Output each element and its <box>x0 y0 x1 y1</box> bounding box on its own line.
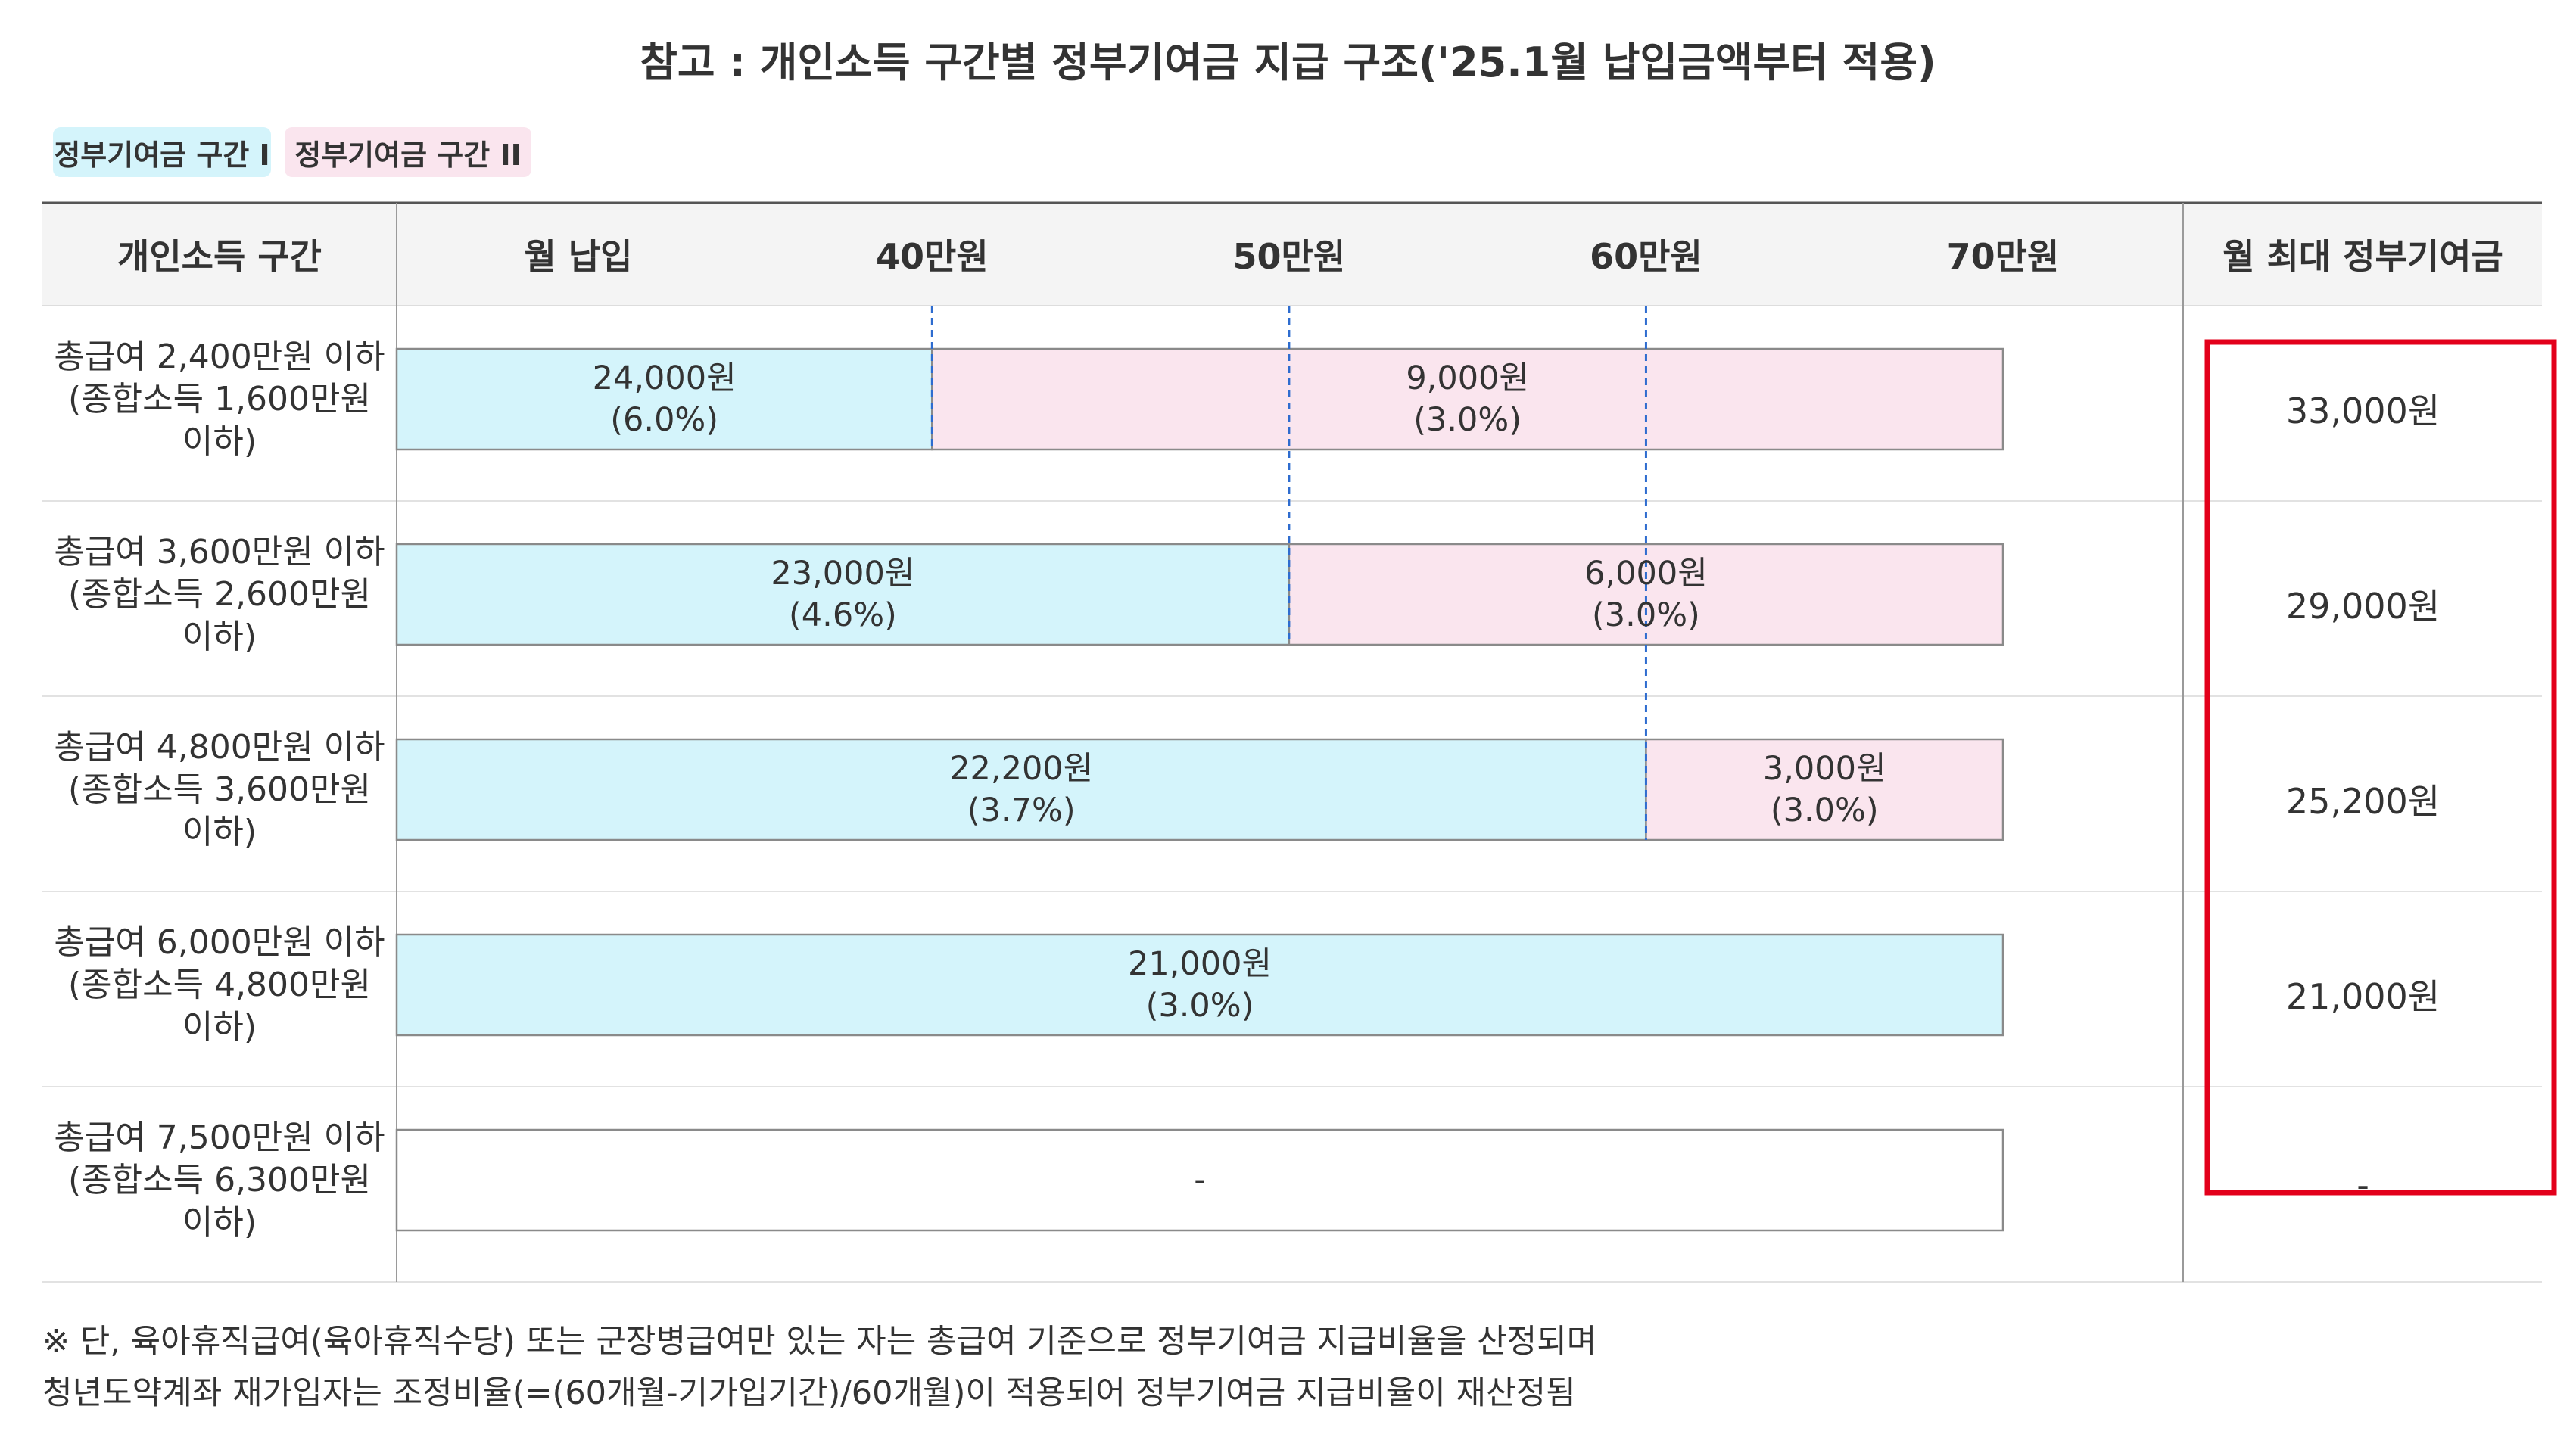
row-max-contribution: 21,000원 <box>2285 976 2441 1017</box>
bar-value-label: 23,000원 (4.6%) <box>397 553 1289 636</box>
bar-segment <box>1645 738 2004 841</box>
income-line: (종합소득 6,300만원 <box>68 1161 371 1199</box>
income-line: (종합소득 2,600만원 <box>68 575 371 614</box>
segment-rate: (4.6%) <box>789 596 897 634</box>
header-max-contribution: 월 최대 정부기여금 <box>2222 236 2503 277</box>
bar-value-label: - <box>397 1159 2003 1201</box>
row-max-contribution: 33,000원 <box>2285 390 2441 431</box>
bar-value-label: 24,000원 (6.0%) <box>397 358 932 441</box>
max-contribution-highlight <box>2204 339 2557 1196</box>
income-line: 이하) <box>182 1203 257 1242</box>
income-line: 총급여 6,000만원 이하 <box>54 923 385 962</box>
segment-rate: (3.0%) <box>1592 596 1700 634</box>
legend-item-band-2: 정부기여금 구간 II <box>285 127 531 177</box>
segment-rate: (3.0%) <box>1413 400 1522 439</box>
segment-rate: (3.0%) <box>1770 791 1879 829</box>
income-line: (종합소득 1,600만원 <box>68 380 371 418</box>
row-max-contribution: 25,200원 <box>2285 781 2441 822</box>
segment-amount: 9,000원 <box>1406 359 1529 397</box>
bar-value-label: 6,000원 (3.0%) <box>1289 553 2003 636</box>
segment-amount: 21,000원 <box>1127 944 1272 983</box>
segment-rate: (6.0%) <box>610 400 719 439</box>
row-max-contribution: 29,000원 <box>2285 586 2441 627</box>
header-income: 개인소득 구간 <box>117 236 322 277</box>
legend-item-band-1: 정부기여금 구간 I <box>53 127 271 177</box>
bar-value-label: 22,200원 (3.7%) <box>397 748 1646 832</box>
segment-amount: 24,000원 <box>592 359 737 397</box>
income-line: 이하) <box>182 618 257 656</box>
bar-segment <box>395 933 2004 1037</box>
bar-value-label: 3,000원 (3.0%) <box>1646 748 2003 832</box>
bar-value-label: 9,000원 (3.0%) <box>932 358 2003 441</box>
note-line-2: 청년도약계좌 재가입자는 조정비율(=(60개월-기가입기간)/60개월)이 적… <box>42 1374 1576 1412</box>
bar-segment <box>931 347 2004 451</box>
income-line: (종합소득 3,600만원 <box>68 770 371 809</box>
income-line: 이하) <box>182 813 257 851</box>
segment-amount: 23,000원 <box>771 554 915 593</box>
note-line-1: ※ 단, 육아휴직급여(육아휴직수당) 또는 군장병급여만 있는 자는 총급여 … <box>42 1323 1597 1361</box>
segment-rate: (3.0%) <box>1145 986 1254 1025</box>
bars-layer <box>395 347 2004 1232</box>
income-line: 총급여 7,500만원 이하 <box>54 1118 385 1157</box>
bar-value-label: 21,000원 (3.0%) <box>397 944 2003 1027</box>
bar-segment <box>395 543 1291 646</box>
header-payment: 월 납입 <box>524 236 633 277</box>
income-line: 총급여 2,400만원 이하 <box>54 338 385 376</box>
income-line: 총급여 3,600만원 이하 <box>54 533 385 571</box>
income-line: 이하) <box>182 1008 257 1047</box>
segment-amount: - <box>1194 1161 1206 1199</box>
x-tick-label: 70만원 <box>1946 236 2060 277</box>
income-line: 총급여 4,800만원 이하 <box>54 728 385 767</box>
table-grid <box>42 201 2542 1283</box>
income-line: (종합소득 4,800만원 <box>68 966 371 1004</box>
segment-amount: 22,200원 <box>949 749 1094 788</box>
bar-segment <box>395 1128 2004 1232</box>
row-max-contribution: - <box>2356 1165 2369 1205</box>
threshold-dividers <box>930 306 1647 840</box>
segment-amount: 6,000원 <box>1584 554 1708 593</box>
x-tick-label: 40만원 <box>876 236 989 277</box>
segment-amount: 3,000원 <box>1762 749 1886 788</box>
x-tick-label: 60만원 <box>1590 236 1702 277</box>
segment-rate: (3.7%) <box>967 791 1076 829</box>
header-background <box>42 203 2542 306</box>
bar-segment <box>395 738 1647 841</box>
bar-segment <box>395 347 933 451</box>
x-tick-label: 50만원 <box>1232 236 1346 277</box>
income-line: 이하) <box>182 422 257 461</box>
chart-title: 참고 : 개인소득 구간별 정부기여금 지급 구조('25.1월 납입금액부터 … <box>640 39 1936 86</box>
